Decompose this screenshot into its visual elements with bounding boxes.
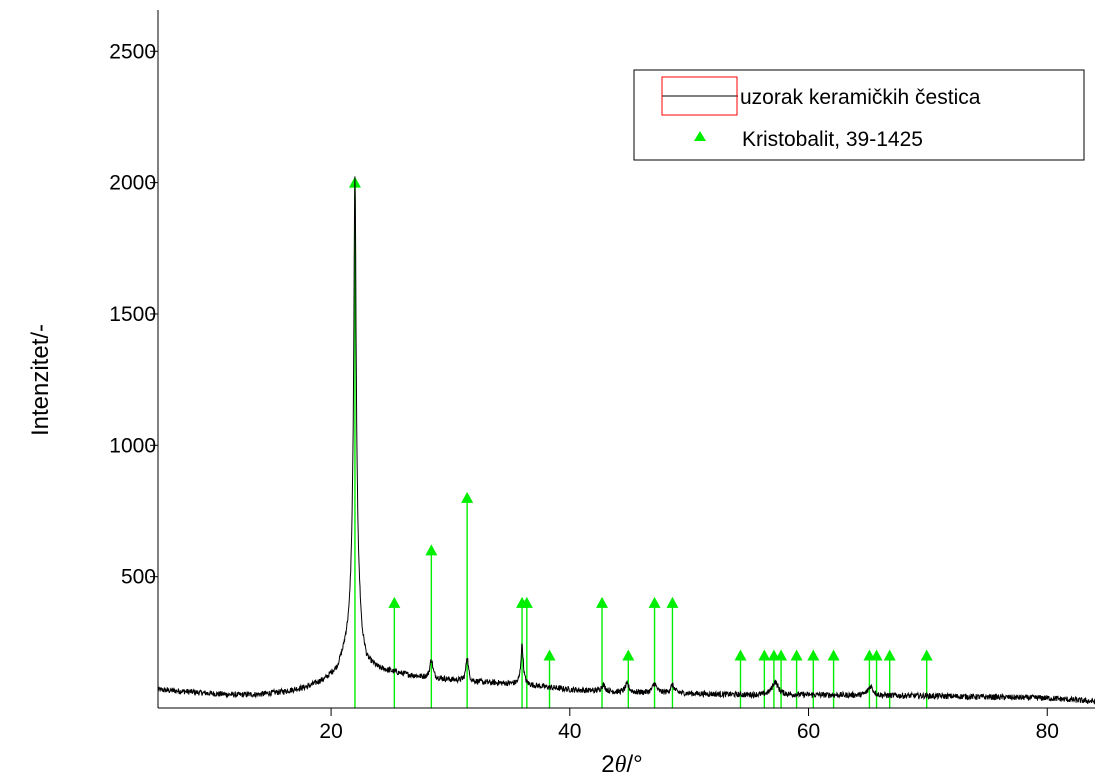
y-tick-label: 2000 [109,172,156,195]
reference-marker [425,544,438,556]
x-tick-label: 20 [319,720,342,743]
reference-marker [883,649,896,661]
y-tick-label: 2500 [109,40,156,63]
reference-marker [807,649,820,661]
y-tick-label: 1500 [109,303,156,326]
series-layer [157,176,1095,705]
legend: uzorak keramičkih čestica Kristobalit, 3… [633,69,1085,161]
reference-marker [827,649,840,661]
x-axis-label-symbol: θ [615,752,627,778]
reference-marker [870,649,883,661]
y-axis-label: Intenzitet/- [27,324,54,436]
reference-marker [596,596,609,608]
reference-marker [666,596,679,608]
x-tick-label: 60 [797,720,820,743]
reference-marker [758,649,771,661]
legend-entry-2-label: Kristobalit, 39-1425 [742,128,923,151]
reference-marker [920,649,933,661]
series-line-uzorak [157,176,1095,705]
x-tick-label: 40 [558,720,581,743]
reference-marker [543,649,556,661]
reference-marker [790,649,803,661]
reference-lines [348,176,933,708]
x-axis-label-suffix: /° [626,751,642,778]
ticks: 20 40 60 80 500 1000 1500 2000 2500 [109,40,1059,743]
x-axis-label: 2θ/° [601,751,642,778]
x-tick-label: 80 [1036,720,1059,743]
reference-marker [388,596,401,608]
reference-marker [734,649,747,661]
reference-marker [622,649,635,661]
axes [157,10,1095,709]
reference-marker [461,491,474,503]
y-tick-label: 1000 [109,434,156,457]
y-tick-label: 500 [121,566,156,589]
legend-entry-1-label: uzorak keramičkih čestica [740,86,981,109]
legend-line-sample-frame [661,76,738,116]
x-axis-label-prefix: 2 [601,751,614,778]
reference-marker [775,649,788,661]
legend-marker-triangle [694,131,706,141]
reference-marker [648,596,661,608]
reference-marker [520,596,533,608]
